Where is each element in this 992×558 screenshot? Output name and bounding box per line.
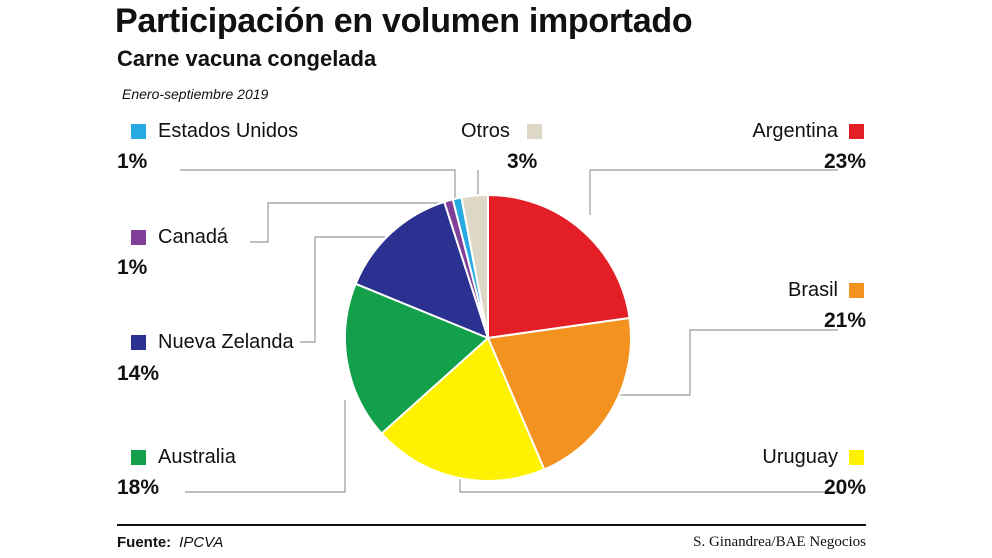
- legend-swatch-estados-unidos: [131, 124, 146, 139]
- label-estados-unidos: Estados Unidos: [158, 120, 299, 142]
- value-otros: 3%: [507, 150, 538, 173]
- pie-slice-otros: [460, 193, 489, 339]
- footer-divider: [117, 524, 866, 526]
- label-australia: Australia: [158, 446, 236, 468]
- leader-line-canada: [250, 202, 448, 243]
- pie-slice-uruguay: [380, 336, 546, 482]
- legend-swatch-argentina: [849, 124, 864, 139]
- value-argentina: 23%: [823, 150, 866, 173]
- label-otros: Otros: [461, 120, 510, 142]
- leader-line-brasil: [620, 329, 838, 396]
- pie-slice-argentina: [487, 193, 631, 340]
- label-canada: Canadá: [158, 226, 229, 248]
- legend-swatch-otros: [527, 124, 542, 139]
- chart-title: Participación en volumen importado: [115, 2, 693, 40]
- legend-swatch-uruguay: [849, 450, 864, 465]
- label-brasil: Brasil: [787, 279, 838, 301]
- value-nueva-zelanda: 14%: [117, 362, 160, 385]
- value-canada: 1%: [117, 256, 148, 279]
- label-nueva-zelanda: Nueva Zelanda: [158, 331, 294, 353]
- leader-line-estados-unidos: [180, 169, 456, 200]
- pie-slice-australia: [344, 282, 490, 435]
- legend-swatch-brasil: [849, 283, 864, 298]
- source: Fuente: IPCVA: [117, 534, 223, 551]
- leader-line-australia: [185, 400, 346, 493]
- value-uruguay: 20%: [823, 476, 866, 499]
- legend-swatch-nueva-zelanda: [131, 335, 146, 350]
- credit: S. Ginandrea/BAE Negocios: [693, 534, 866, 550]
- leader-lines: [180, 169, 838, 493]
- pie-slice-brasil: [486, 316, 632, 471]
- source-name: IPCVA: [179, 534, 224, 551]
- label-uruguay: Uruguay: [762, 446, 838, 468]
- legend-swatch-australia: [131, 450, 146, 465]
- chart-subtitle: Carne vacuna congelada: [117, 46, 377, 71]
- source-label: Fuente:: [117, 534, 172, 551]
- leader-line-nueva-zelanda: [300, 236, 385, 343]
- value-australia: 18%: [117, 476, 160, 499]
- legend-swatch-canada: [131, 230, 146, 245]
- leader-line-argentina: [589, 169, 838, 215]
- label-argentina: Argentina: [752, 120, 838, 142]
- value-brasil: 21%: [823, 309, 866, 332]
- period-label: Enero-septiembre 2019: [122, 86, 269, 102]
- value-estados-unidos: 1%: [117, 150, 148, 173]
